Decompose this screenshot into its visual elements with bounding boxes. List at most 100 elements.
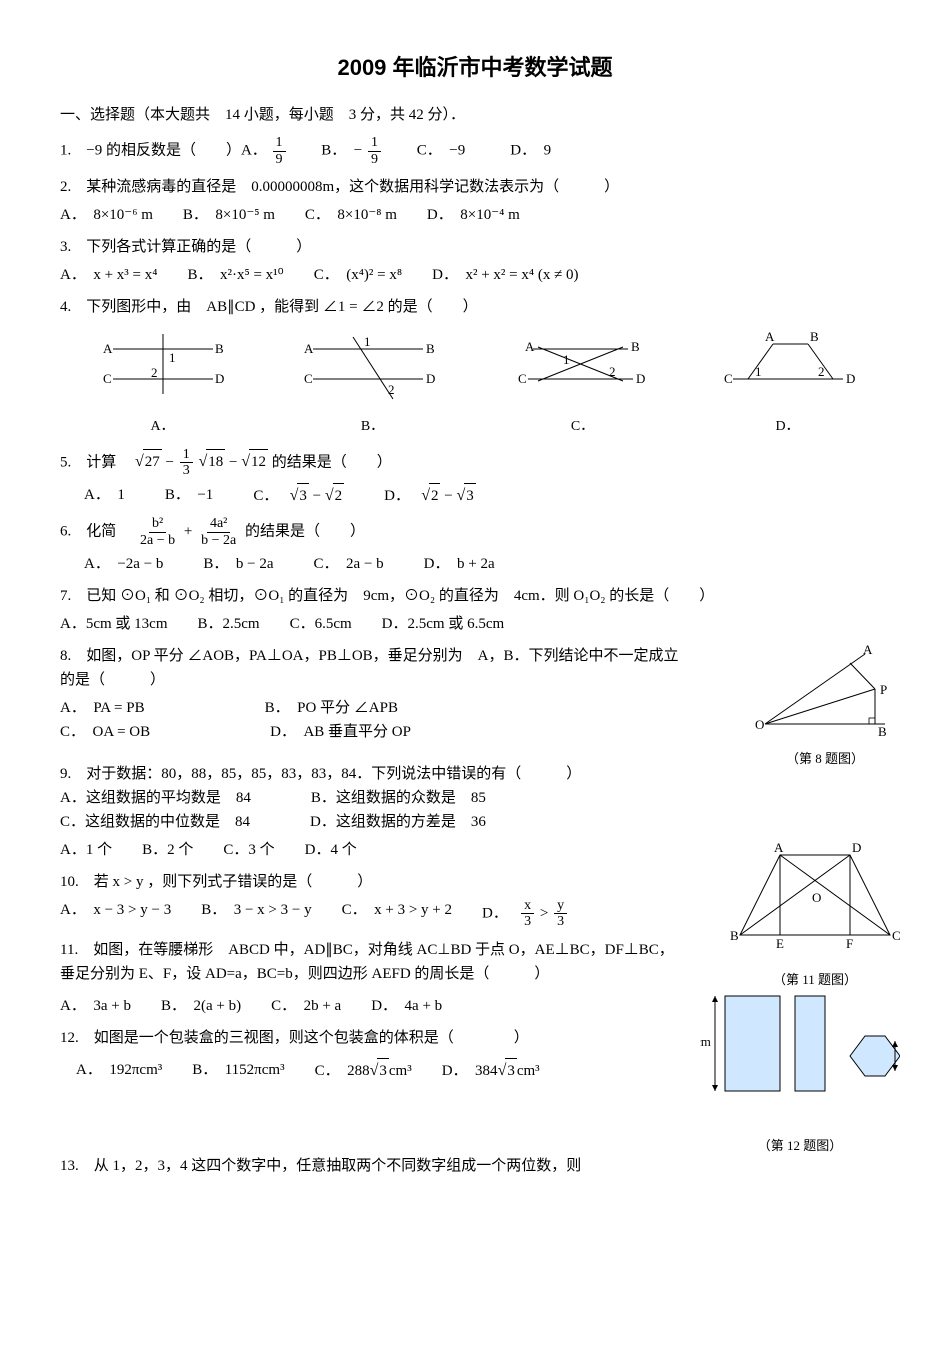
q5-c-r1: 3	[297, 483, 309, 508]
q4-diag-D: A B C D 1 2 D．	[718, 329, 858, 439]
q12-c-rad: 3	[377, 1058, 389, 1083]
q9-optB: B．2 个	[142, 838, 193, 862]
q5-fnum: 1	[180, 447, 193, 463]
q5-optC: C． 3 − 2	[253, 483, 344, 509]
q10-fracL: x3	[521, 898, 534, 930]
q11-optA: A． 3a + b	[60, 994, 131, 1018]
question-3: 3. 下列各式计算正确的是（ ） A． x + x³ = x⁴ B． x²·x⁵…	[60, 235, 890, 287]
question-12: 12. 如图是一个包装盒的三视图，则这个包装盒的体积是（ ） A． 192πcm…	[60, 1026, 890, 1146]
question-11: 11. 如图，在等腰梯形 ABCD 中，AD∥BC，对角线 AC⊥BD 于点 O…	[60, 938, 680, 1018]
svg-text:12cm: 12cm	[700, 1034, 711, 1049]
section-1-header: 一、选择题（本大题共 14 小题，每小题 3 分，共 42 分）．	[60, 103, 890, 127]
q5-frac: 13	[180, 447, 193, 479]
q1-optB-frac: 19	[368, 135, 381, 167]
q3-optC: C． (x⁴)² = x⁸	[314, 263, 402, 287]
question-2: 2. 某种流感病毒的直径是 0.00000008m，这个数据用科学记数法表示为（…	[60, 175, 890, 227]
q9-optD: D．4 个	[305, 838, 357, 862]
q2-optA: A． 8×10⁻⁶ m	[60, 203, 153, 227]
q1-optA-den: 9	[273, 152, 286, 167]
q10-stem: 10. 若 x > y ，则下列式子错误的是（ ）	[60, 870, 680, 894]
svg-text:C: C	[724, 371, 733, 386]
svg-text:A: A	[103, 341, 113, 356]
q4-label-A: A．	[93, 416, 233, 438]
q4-diagrams: A B C D 1 2 A． A B C D 1 2 B．	[60, 329, 890, 439]
q6-options: A． −2a − b B． b − 2a C． 2a − b D． b + 2a	[84, 552, 890, 576]
question-10: 10. 若 x > y ，则下列式子错误的是（ ） A． x − 3 > y −…	[60, 870, 890, 930]
q2-optB: B． 8×10⁻⁵ m	[183, 203, 275, 227]
q5-stem-a: 5. 计算	[60, 454, 131, 470]
q8-optA: A． PA = PB	[60, 696, 145, 720]
q10-options: A． x − 3 > y − 3 B． 3 − x > 3 − y C． x +…	[60, 898, 680, 930]
q4-diag-A: A B C D 1 2 A．	[93, 329, 233, 439]
svg-text:C: C	[103, 371, 112, 386]
svg-text:B: B	[215, 341, 224, 356]
svg-text:2: 2	[388, 382, 395, 397]
svg-text:A: A	[863, 644, 873, 657]
sqrt-icon: 3	[370, 1058, 389, 1084]
svg-text:B: B	[631, 339, 640, 354]
q10-dn2: y	[554, 898, 567, 914]
q4-label-C: C．	[513, 416, 653, 438]
q5-options: A． 1 B． −1 C． 3 − 2 D． 2 − 3	[84, 483, 890, 509]
q5-optB: B． −1	[165, 483, 213, 509]
svg-text:A: A	[304, 341, 314, 356]
q9-line1b: B．这组数据的众数是 85	[311, 786, 486, 810]
q5-rad27: 27	[143, 449, 162, 474]
q10-optA: A． x − 3 > y − 3	[60, 898, 171, 930]
q1-optA-frac: 19	[273, 135, 286, 167]
svg-text:B: B	[810, 329, 819, 344]
svg-text:2: 2	[151, 365, 158, 380]
q6-optC: C． 2a − b	[314, 552, 384, 576]
sqrt-icon: 2	[421, 483, 440, 509]
q10-fracR: y3	[554, 898, 567, 930]
page-title: 2009 年临沂市中考数学试题	[60, 50, 890, 85]
sqrt-icon: 27	[135, 449, 162, 475]
q2-options: A． 8×10⁻⁶ m B． 8×10⁻⁵ m C． 8×10⁻⁸ m D． 8…	[60, 203, 890, 227]
q5-rad18: 18	[206, 449, 225, 474]
q1-stem-a: 1. −9 的相反数是（ ）A．	[60, 143, 267, 159]
q8-stem: 8. 如图，OP 平分 ∠AOB，PA⊥OA，PB⊥OB，垂足分别为 A，B．下…	[60, 644, 680, 692]
q4-stem: 4. 下列图形中，由 AB∥CD ，能得到 ∠1 = ∠2 的是（ ）	[60, 295, 890, 319]
svg-text:P: P	[880, 682, 887, 697]
q12-optB: B． 1152πcm³	[192, 1058, 284, 1084]
q10-d-pre: D．	[482, 905, 515, 921]
svg-text:C: C	[518, 371, 527, 386]
q12-d-rad: 3	[505, 1058, 517, 1083]
q12-options: A． 192πcm³ B． 1152πcm³ C． 2883cm³ D． 384…	[76, 1058, 680, 1084]
q5-c-r2: 2	[333, 483, 345, 508]
q1-mid-b: B． −	[291, 143, 362, 159]
sqrt-icon: 3	[456, 483, 475, 509]
q10-d-mid: >	[540, 905, 552, 921]
svg-text:A: A	[774, 840, 784, 855]
svg-text:2: 2	[609, 364, 616, 379]
svg-text:D: D	[426, 371, 435, 386]
q9-line2a: C．这组数据的中位数是 84	[60, 810, 250, 834]
q11-stem: 11. 如图，在等腰梯形 ABCD 中，AD∥BC，对角线 AC⊥BD 于点 O…	[60, 938, 680, 986]
q12-c-pre: C． 288	[315, 1063, 370, 1079]
question-5: 5. 计算 27 − 13 18 − 12 的结果是（ ） A． 1 B． −1…	[60, 447, 890, 508]
q6-frac2: 4a²b − 2a	[198, 516, 239, 548]
svg-text:O: O	[755, 717, 764, 732]
q7-options: A．5cm 或 13cm B．2.5cm C．6.5cm D．2.5cm 或 6…	[60, 612, 890, 636]
q9-optA: A．1 个	[60, 838, 112, 862]
q3-optD: D． x² + x² = x⁴ (x ≠ 0)	[432, 263, 578, 287]
q5-optA: A． 1	[84, 483, 125, 509]
q8-optD: D． AB 垂直平分 OP	[270, 720, 411, 744]
q10-optC: C． x + 3 > y + 2	[342, 898, 452, 930]
q10-dn1: x	[521, 898, 534, 914]
q5-d-r1: 2	[429, 483, 441, 508]
q5-optD: D． 2 − 3	[384, 483, 476, 509]
svg-text:1: 1	[755, 364, 762, 379]
q7-optC: C．6.5cm	[290, 612, 352, 636]
svg-text:B: B	[730, 928, 739, 943]
svg-text:C: C	[304, 371, 313, 386]
q12-optA: A． 192πcm³	[76, 1058, 162, 1084]
q9-line1a: A．这组数据的平均数是 84	[60, 786, 251, 810]
q6-optD: D． b + 2a	[424, 552, 495, 576]
q6-stem-b: 的结果是（ ）	[245, 523, 365, 539]
q3-optA: A． x + x³ = x⁴	[60, 263, 157, 287]
q1-optB-num: 1	[368, 135, 381, 151]
q6-frac1: b²2a − b	[137, 516, 178, 548]
sqrt-icon: 18	[199, 449, 226, 475]
svg-text:D: D	[636, 371, 645, 386]
